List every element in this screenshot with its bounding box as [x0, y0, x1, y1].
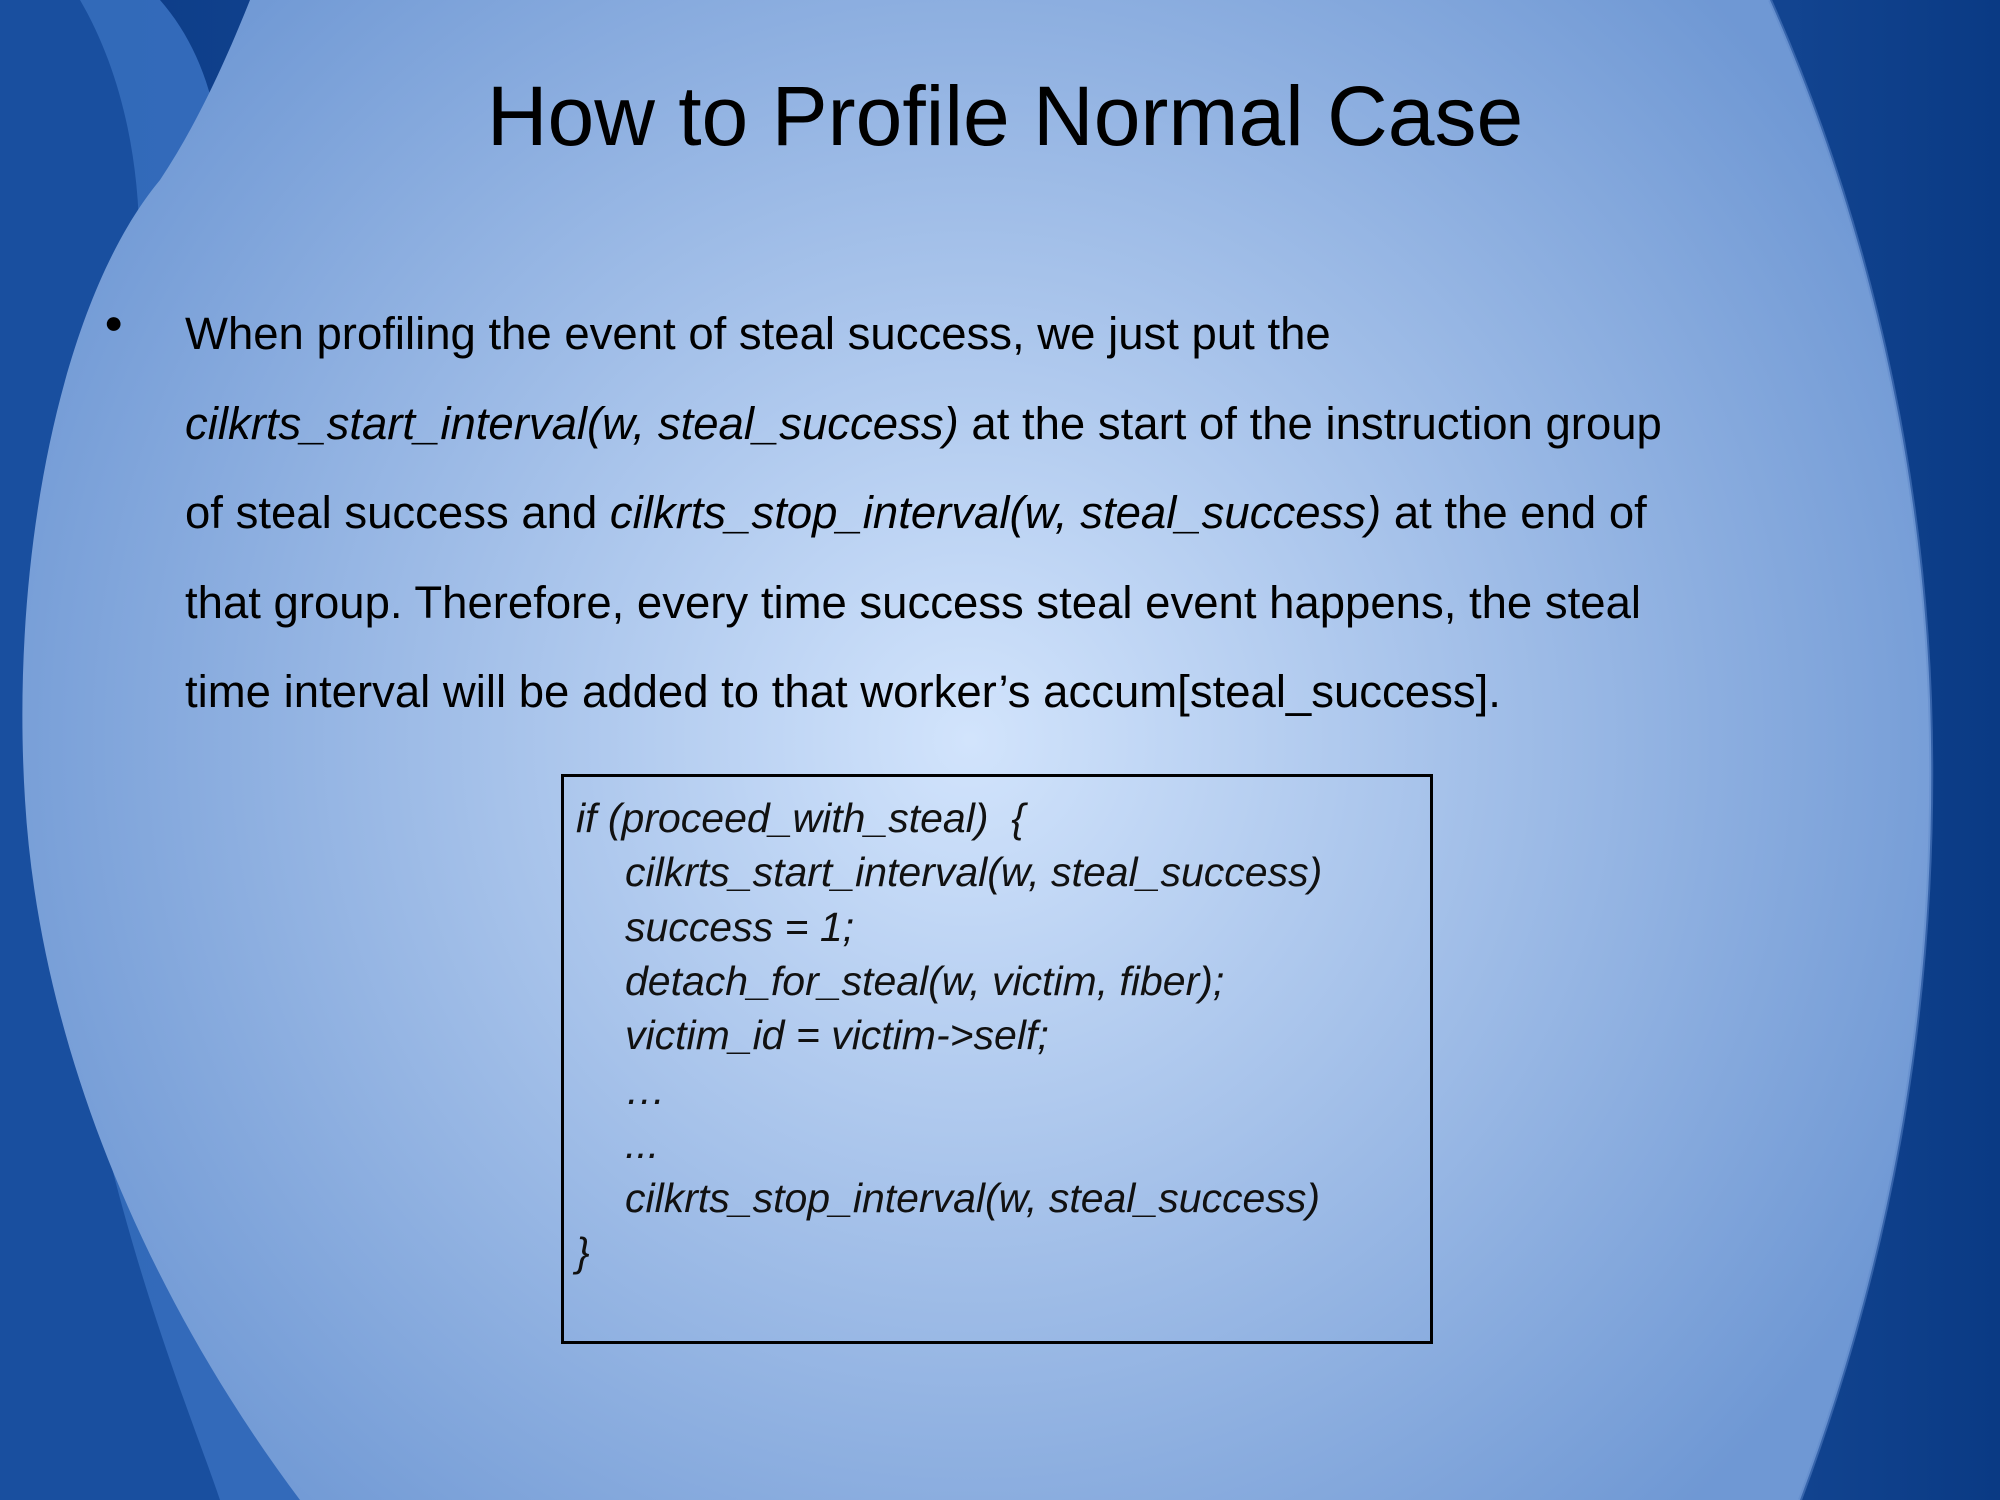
code-line: success = 1;: [625, 903, 855, 950]
paragraph-line: When profiling the event of steal succes…: [185, 289, 1845, 379]
code-line: detach_for_steal(w, victim, fiber);: [625, 957, 1225, 1004]
code-line: victim_id = victim->self;: [625, 1012, 1049, 1059]
code-line: cilkrts_start_interval(w, steal_success): [625, 849, 1323, 896]
code-line: if (proceed_with_steal) {: [576, 795, 1025, 841]
paragraph-text: time interval will be added to that work…: [185, 666, 1501, 717]
paragraph-text: of steal success and: [185, 487, 610, 538]
paragraph-line: time interval will be added to that work…: [185, 647, 1845, 737]
slide-title: How to Profile Normal Case: [486, 69, 1524, 163]
code-box: if (proceed_with_steal) { cilkrts_start_i…: [561, 774, 1433, 1344]
code-line: cilkrts_stop_interval(w, steal_success): [625, 1175, 1320, 1222]
paragraph-line: of steal success and cilkrts_stop_interv…: [185, 468, 1845, 558]
paragraph-line: cilkrts_start_interval(w, steal_success)…: [185, 379, 1845, 469]
code-reference: cilkrts_stop_interval(w, steal_success): [609, 487, 1382, 538]
paragraph-text: that group. Therefore, every time succes…: [185, 576, 1641, 628]
paragraph-line: that group. Therefore, every time succes…: [185, 558, 1845, 648]
code-line: ...: [625, 1120, 660, 1167]
center-panel: [22, 0, 1932, 1500]
bullet-paragraph: When profiling the event of steal succes…: [185, 289, 1845, 737]
paragraph-text: at the end of: [1381, 487, 1647, 538]
code-reference: cilkrts_start_interval(w, steal_success): [185, 397, 959, 449]
paragraph-text: at the start of the instruction group: [958, 397, 1662, 449]
code-line: }: [576, 1229, 590, 1276]
bullet-marker: ●: [104, 304, 124, 340]
paragraph-text: When profiling the event of steal succes…: [185, 308, 1331, 359]
code-line: …: [625, 1066, 666, 1113]
